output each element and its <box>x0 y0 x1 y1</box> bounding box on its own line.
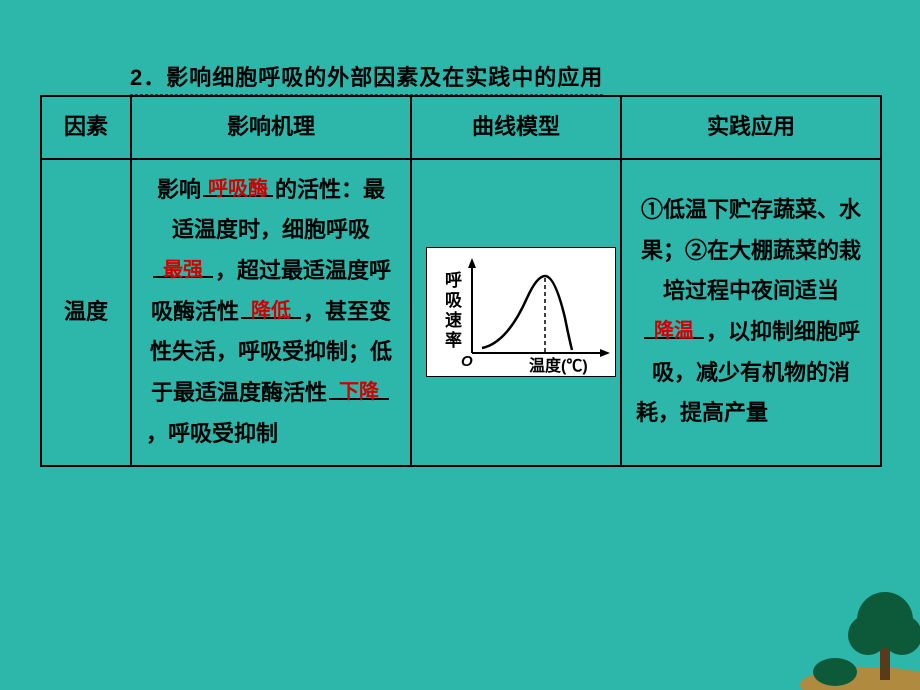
y-axis-arrow <box>468 258 476 268</box>
y-label-char: 速 <box>445 310 462 330</box>
blank-field: 降低 <box>241 295 301 319</box>
header-curve: 曲线模型 <box>411 96 621 159</box>
header-application: 实践应用 <box>621 96 881 159</box>
cell-factor: 温度 <box>41 159 131 466</box>
blank-answer: 降温 <box>654 313 694 350</box>
blank-field: 降温 <box>644 315 704 339</box>
curve-svg: 呼 吸 速 率 O <box>427 248 617 378</box>
main-table: 因素 影响机理 曲线模型 实践应用 温度 影响呼吸酶的活性：最适温度时，细胞呼吸… <box>40 95 882 467</box>
cell-curve: 呼 吸 速 率 O <box>411 159 621 466</box>
y-label-char: 率 <box>445 330 462 350</box>
decor-illustration <box>780 580 920 690</box>
mech-text: 影响 <box>157 177 201 202</box>
mech-text: ，呼吸受抑制 <box>146 421 278 446</box>
y-label-char: 吸 <box>445 291 463 310</box>
table-header-row: 因素 影响机理 曲线模型 实践应用 <box>41 96 881 159</box>
blank-field: 最强 <box>153 254 213 278</box>
header-factor: 因素 <box>41 96 131 159</box>
blank-answer: 呼吸酶 <box>208 171 268 208</box>
table-row: 温度 影响呼吸酶的活性：最适温度时，细胞呼吸最强，超过最适温度呼吸酶活性降低，甚… <box>41 159 881 466</box>
cell-application: ①低温下贮存蔬菜、水果；②在大棚蔬菜的栽培过程中夜间适当降温，以抑制细胞呼吸，减… <box>621 159 881 466</box>
blank-field: 下降 <box>329 376 389 400</box>
section-title: 2．影响细胞呼吸的外部因素及在实践中的应用 <box>130 60 603 95</box>
cell-mechanism: 影响呼吸酶的活性：最适温度时，细胞呼吸最强，超过最适温度呼吸酶活性降低，甚至变性… <box>131 159 411 466</box>
y-label-char: 呼 <box>445 271 462 290</box>
blank-field: 呼吸酶 <box>203 173 273 197</box>
app-text: ①低温下贮存蔬菜、水果；②在大棚蔬菜的栽培过程中夜间适当 <box>641 197 861 303</box>
curve-chart: 呼 吸 速 率 O <box>426 247 616 377</box>
origin-label: O <box>461 353 473 370</box>
curve-path <box>482 276 572 350</box>
blank-answer: 降低 <box>251 293 291 330</box>
x-axis-arrow <box>600 349 610 357</box>
decor-bush <box>813 658 857 686</box>
blank-answer: 下降 <box>339 374 379 411</box>
header-mechanism: 影响机理 <box>131 96 411 159</box>
x-label: 温度(℃) <box>528 356 588 375</box>
blank-answer: 最强 <box>163 252 203 289</box>
